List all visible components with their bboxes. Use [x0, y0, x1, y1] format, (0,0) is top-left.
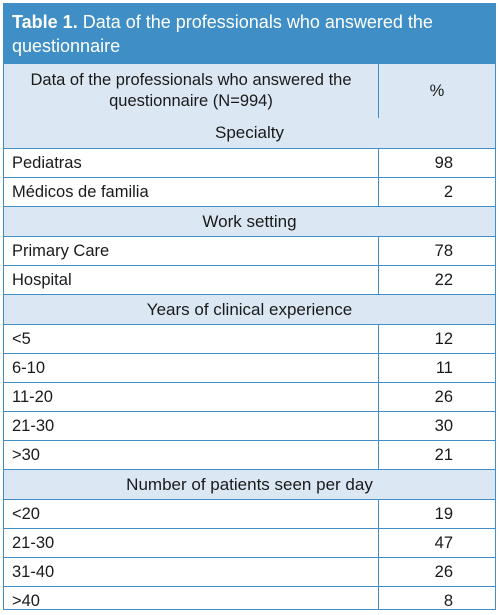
data-table: Data of the professionals who answered t… [4, 64, 495, 610]
header-percent: % [429, 81, 445, 100]
row-percent: 98 [434, 153, 453, 172]
section-header: Work setting [4, 206, 495, 236]
row-label: <5 [4, 325, 379, 353]
row-percent: 26 [434, 387, 453, 406]
table-row: 21-30 47 [4, 528, 495, 557]
table-row: Hospital 22 [4, 265, 495, 294]
table-row: 31-40 26 [4, 557, 495, 586]
caption-text: Data of the professionals who answered t… [12, 12, 433, 56]
row-percent: 11 [435, 358, 453, 377]
table-row: Pediatras 98 [4, 148, 495, 177]
table-row: <5 12 [4, 324, 495, 353]
table-row: Primary Care 78 [4, 236, 495, 265]
table-row: 6-10 11 [4, 353, 495, 382]
table-row: >30 21 [4, 440, 495, 469]
row-percent: 78 [434, 241, 453, 260]
table-row: 11-20 26 [4, 382, 495, 411]
row-percent: 26 [434, 562, 453, 581]
row-percent: 47 [434, 533, 453, 552]
row-label: 31-40 [4, 558, 379, 586]
table-header-row: Data of the professionals who answered t… [4, 64, 495, 118]
section-header: Number of patients seen per day [4, 469, 495, 499]
row-label: >40 [4, 587, 379, 609]
row-label: 21-30 [4, 412, 379, 440]
section-header: Specialty [4, 118, 495, 148]
row-percent: 12 [434, 329, 453, 348]
row-label: Pediatras [4, 149, 379, 177]
row-label: 6-10 [4, 354, 379, 382]
row-label: 21-30 [4, 529, 379, 557]
row-percent: 21 [434, 445, 453, 464]
row-label: Hospital [4, 266, 379, 294]
table-row: >40 8 [4, 586, 495, 610]
section-header: Years of clinical experience [4, 294, 495, 324]
header-label: Data of the professionals who answered t… [4, 64, 379, 118]
row-percent: 2 [443, 182, 453, 201]
table-row: Médicos de familia 2 [4, 177, 495, 206]
row-label: Primary Care [4, 237, 379, 265]
row-label: <20 [4, 500, 379, 528]
table-row: <20 19 [4, 499, 495, 528]
row-percent: 19 [434, 504, 453, 523]
table-row: 21-30 30 [4, 411, 495, 440]
row-percent: 30 [434, 416, 453, 435]
row-label: 11-20 [4, 383, 379, 411]
table-caption: Table 1. Data of the professionals who a… [4, 4, 495, 64]
caption-lead: Table 1. [12, 12, 78, 32]
row-label: Médicos de familia [4, 178, 379, 206]
row-label: >30 [4, 441, 379, 469]
row-percent: 22 [434, 270, 453, 289]
table-frame: Table 1. Data of the professionals who a… [3, 3, 496, 610]
row-percent: 8 [443, 591, 453, 610]
